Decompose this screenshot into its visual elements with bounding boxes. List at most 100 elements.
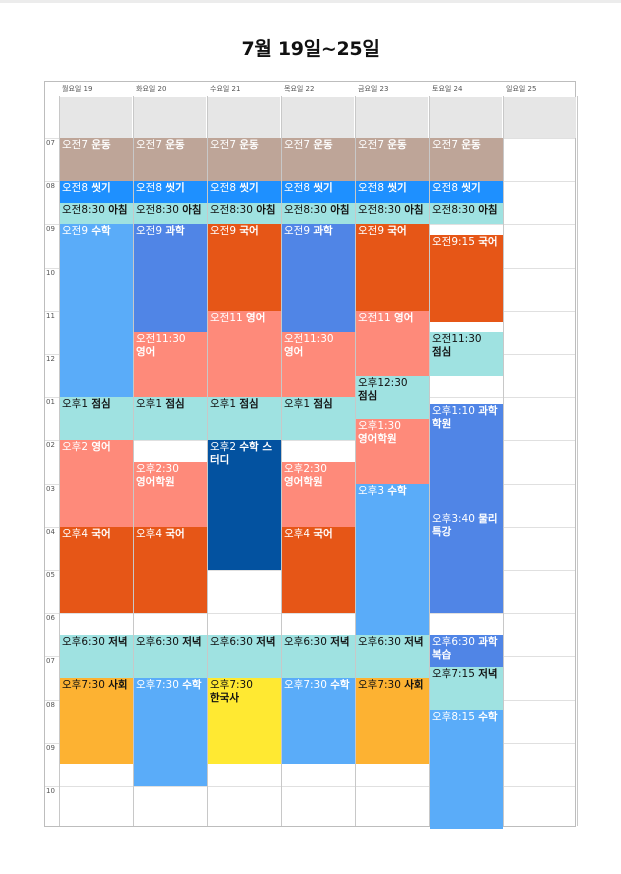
calendar-event[interactable]: 오후1 점심 — [208, 397, 281, 441]
calendar-event[interactable]: 오전9:15 국어 — [430, 235, 503, 322]
day-header[interactable]: 월요일 19 — [62, 85, 93, 93]
calendar-event[interactable]: 오전8:30 아침 — [208, 202, 281, 225]
calendar-event[interactable]: 오전8 씻기 — [60, 181, 133, 203]
calendar-event[interactable]: 오후6:30 과학 복습 — [430, 634, 503, 668]
day-header[interactable]: 목요일 22 — [284, 85, 315, 93]
event-title: 아침 — [108, 203, 128, 216]
event-time: 오전9:15 — [432, 236, 475, 249]
all-day-slot[interactable] — [503, 97, 577, 138]
calendar-event[interactable]: 오후3:40 물리 특강 — [430, 512, 503, 614]
event-title: 저녁 — [404, 635, 424, 648]
all-day-slot[interactable] — [59, 97, 133, 138]
calendar-event[interactable]: 오후1 점심 — [134, 397, 207, 441]
top-divider — [0, 0, 621, 3]
day-header[interactable]: 금요일 23 — [358, 85, 389, 93]
calendar-event[interactable]: 오후2:30 영어학원 — [282, 462, 355, 527]
event-title: 저녁 — [330, 635, 350, 648]
calendar-event[interactable]: 오후2:30 영어학원 — [134, 462, 207, 527]
day-header[interactable]: 일요일 25 — [506, 85, 537, 93]
calendar-event[interactable]: 오전7 운동 — [282, 138, 355, 182]
calendar-event[interactable]: 오후6:30 저녁 — [282, 634, 355, 678]
calendar-event[interactable]: 오후1:10 과학학원 — [430, 404, 503, 513]
event-time: 오후12:30 — [358, 376, 408, 389]
event-time: 오전7 — [358, 139, 385, 151]
day-column-divider — [577, 96, 578, 826]
calendar-event[interactable]: 오전11:30 점심 — [430, 332, 503, 376]
event-title: 운동 — [239, 139, 259, 151]
calendar-event[interactable]: 오전9 국어 — [208, 224, 281, 311]
calendar-event[interactable]: 오전11 영어 — [208, 310, 281, 398]
hour-gridline — [45, 786, 575, 787]
all-day-slot[interactable] — [281, 97, 355, 138]
calendar-event[interactable]: 오전8 씻기 — [430, 181, 503, 203]
event-title: 수학 — [91, 225, 111, 238]
calendar-event[interactable]: 오전9 수학 — [60, 224, 133, 398]
all-day-slot[interactable] — [429, 97, 503, 138]
calendar-event[interactable]: 오전8:30 아침 — [430, 202, 503, 225]
calendar-event[interactable]: 오후7:30 수학 — [282, 678, 355, 765]
event-time: 오후1:10 — [432, 405, 475, 418]
all-day-slot[interactable] — [207, 97, 281, 138]
calendar-event[interactable]: 오후1 점심 — [60, 397, 133, 441]
calendar-event[interactable]: 오후7:30 한국사 — [208, 678, 281, 765]
calendar-event[interactable]: 오전7 운동 — [134, 138, 207, 182]
calendar-event[interactable]: 오전7 운동 — [430, 138, 503, 182]
calendar-event[interactable]: 오후6:30 저녁 — [134, 634, 207, 678]
calendar-event[interactable]: 오전8 씻기 — [134, 181, 207, 203]
calendar-event[interactable]: 오전8 씻기 — [208, 181, 281, 203]
calendar-event[interactable]: 오후4 국어 — [134, 526, 207, 614]
day-header[interactable]: 화요일 20 — [136, 85, 167, 93]
calendar-event[interactable]: 오후7:30 수학 — [134, 678, 207, 786]
calendar-event[interactable]: 오전8:30 아침 — [134, 202, 207, 225]
calendar-event[interactable]: 오후6:30 저녁 — [60, 634, 133, 678]
event-time: 오후7:30 — [136, 679, 179, 691]
calendar-event[interactable]: 오후6:30 저녁 — [356, 634, 429, 678]
event-time: 오전7 — [210, 139, 237, 151]
calendar-event[interactable]: 오전9 과학 — [134, 224, 207, 333]
calendar-event[interactable]: 오전11 영어 — [356, 310, 429, 376]
event-title: 과학 — [313, 225, 333, 238]
calendar-event[interactable]: 오후2 영어 — [60, 440, 133, 527]
calendar-event[interactable]: 오후7:30 사회 — [60, 678, 133, 765]
calendar-event[interactable]: 오후8:15 수학 — [430, 710, 503, 830]
calendar-event[interactable]: 오전8:30 아침 — [60, 202, 133, 225]
calendar-event[interactable]: 오전7 운동 — [356, 138, 429, 182]
calendar-event[interactable]: 오후6:30 저녁 — [208, 634, 281, 678]
day-header[interactable]: 토요일 24 — [432, 85, 463, 93]
calendar-event[interactable]: 오전7 운동 — [60, 138, 133, 182]
calendar-event[interactable]: 오전8:30 아침 — [356, 202, 429, 225]
calendar-event[interactable]: 오후3 수학 — [356, 483, 429, 635]
calendar-event[interactable]: 오전8 씻기 — [356, 181, 429, 203]
day-header[interactable]: 수요일 21 — [210, 85, 241, 93]
event-time: 오후6:30 — [284, 635, 327, 648]
hour-label: 04 — [46, 527, 55, 536]
calendar-event[interactable]: 오전11:30 영어 — [134, 332, 207, 398]
event-time: 오후1 — [284, 398, 311, 411]
event-title: 점심 — [313, 398, 333, 411]
event-title: 수학 — [387, 484, 407, 497]
calendar-event[interactable]: 오후4 국어 — [282, 526, 355, 614]
calendar-event[interactable]: 오후4 국어 — [60, 526, 133, 614]
calendar-event[interactable]: 오후7:15 저녁 — [430, 667, 503, 711]
calendar-event[interactable]: 오후7:30 사회 — [356, 678, 429, 765]
event-time: 오후6:30 — [210, 635, 253, 648]
calendar-event[interactable]: 오후1 점심 — [282, 397, 355, 441]
calendar-event[interactable]: 오전9 과학 — [282, 224, 355, 333]
all-day-slot[interactable] — [355, 97, 429, 138]
calendar-event[interactable]: 오후1:30 영어학원 — [356, 418, 429, 484]
all-day-slot[interactable] — [133, 97, 207, 138]
calendar-event[interactable]: 오전11:30 영어 — [282, 332, 355, 398]
event-time: 오전8:30 — [136, 203, 179, 216]
event-title: 영어 — [284, 346, 304, 359]
calendar-event[interactable]: 오후2 수학 스터디 — [208, 440, 281, 570]
event-time: 오후7:30 — [284, 679, 327, 691]
calendar-event[interactable]: 오전9 국어 — [356, 224, 429, 311]
hour-label: 10 — [46, 268, 55, 277]
calendar-event[interactable]: 오전8 씻기 — [282, 181, 355, 203]
event-time: 오후6:30 — [62, 635, 105, 648]
calendar-event[interactable]: 오전8:30 아침 — [282, 202, 355, 225]
calendar-event[interactable]: 오전7 운동 — [208, 138, 281, 182]
calendar-event[interactable]: 오후12:30 점심 — [356, 375, 429, 419]
event-time: 오후4 — [284, 527, 311, 540]
event-title: 점심 — [358, 389, 378, 402]
